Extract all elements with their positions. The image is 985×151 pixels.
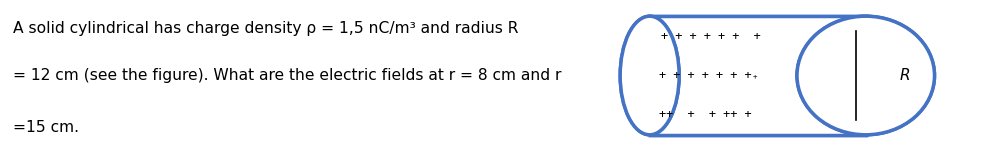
Text: + + + + + +  +: + + + + + + +	[662, 31, 761, 43]
Text: + + + + + + +₊: + + + + + + +₊	[660, 69, 759, 82]
Ellipse shape	[797, 16, 935, 135]
Text: ++  +  + ++ +: ++ + + ++ +	[660, 108, 753, 120]
Ellipse shape	[797, 16, 935, 135]
FancyBboxPatch shape	[650, 16, 866, 135]
Text: R: R	[899, 68, 910, 83]
Text: = 12 cm (see the figure). What are the electric fields at r = 8 cm and r: = 12 cm (see the figure). What are the e…	[13, 68, 561, 83]
Text: =15 cm.: =15 cm.	[13, 120, 79, 135]
Text: A solid cylindrical has charge density ρ = 1,5 nC/m³ and radius R: A solid cylindrical has charge density ρ…	[13, 21, 519, 36]
Ellipse shape	[621, 16, 679, 135]
Ellipse shape	[621, 16, 679, 135]
